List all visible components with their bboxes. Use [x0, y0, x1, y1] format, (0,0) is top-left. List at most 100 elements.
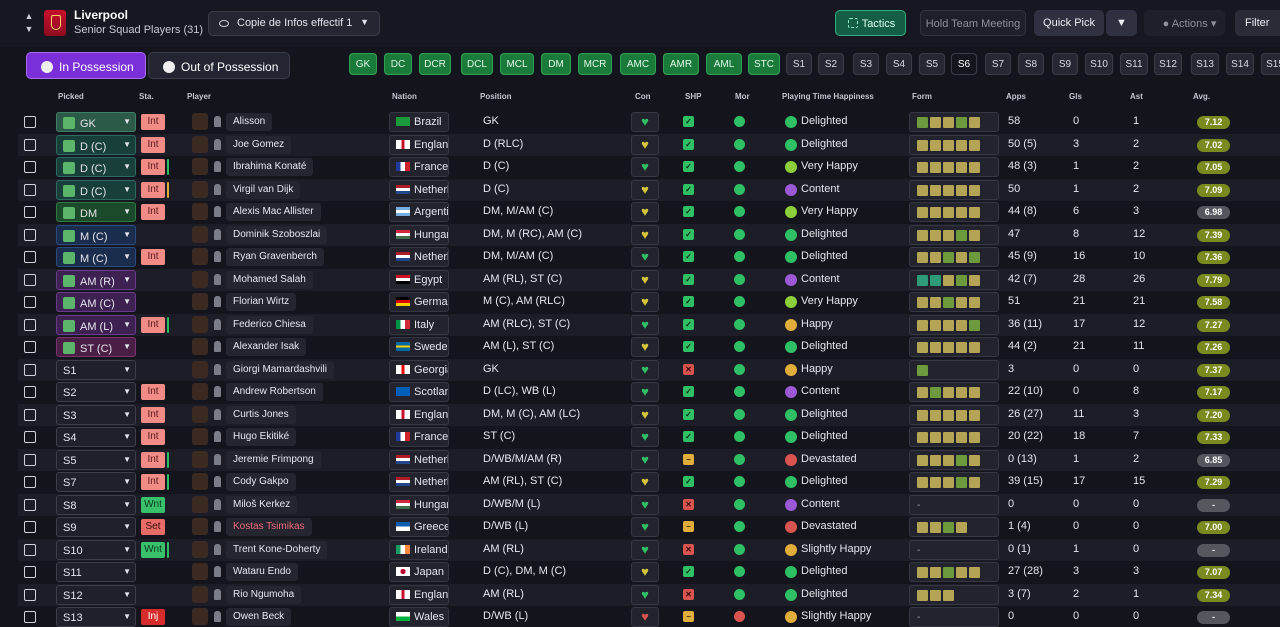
player-name[interactable]: Owen Beck — [226, 608, 292, 626]
table-row[interactable]: S11 ▼ Wataru Endo Japan D (C), DM, M (C) ♥ ✓ De… — [18, 561, 1280, 583]
picked-selector[interactable]: D (C) ▼ — [56, 157, 136, 177]
form-cell[interactable] — [909, 247, 999, 267]
tab-in-possession[interactable]: In Possession — [26, 52, 146, 79]
position-chip-s3[interactable]: S3 — [853, 53, 879, 75]
nation-cell[interactable]: Japan — [389, 562, 449, 582]
form-cell[interactable] — [909, 314, 999, 335]
position-chip-gk[interactable]: GK — [349, 53, 377, 75]
position-chip-s2[interactable]: S2 — [818, 53, 844, 75]
status-badge[interactable]: Int — [141, 136, 165, 153]
condition-heart-icon[interactable]: ♥ — [631, 382, 659, 402]
nation-cell[interactable]: Greece — [389, 517, 449, 537]
select-checkbox[interactable] — [24, 521, 36, 533]
select-checkbox[interactable] — [24, 228, 36, 241]
select-checkbox[interactable] — [24, 386, 36, 398]
select-checkbox[interactable] — [24, 543, 36, 556]
status-badge[interactable]: Int — [141, 181, 165, 198]
hold-team-meeting-button[interactable]: Hold Team Meeting — [920, 10, 1026, 36]
position-chip-dcr[interactable]: DCR — [419, 53, 451, 75]
condition-heart-icon[interactable]: ♥ — [631, 472, 659, 492]
status-badge[interactable]: Int — [141, 249, 165, 265]
form-cell[interactable] — [909, 202, 999, 222]
form-cell[interactable] — [909, 337, 999, 357]
form-cell[interactable] — [909, 179, 999, 200]
condition-heart-icon[interactable]: ♥ — [631, 292, 659, 312]
picked-selector[interactable]: S13 ▼ — [56, 607, 136, 627]
select-checkbox[interactable] — [24, 431, 36, 443]
col-avg[interactable]: Avg. — [1193, 92, 1211, 101]
nation-cell[interactable]: Netherlan… — [389, 449, 449, 470]
player-name[interactable]: Hugo Ekitiké — [226, 428, 297, 446]
nation-cell[interactable]: Italy — [389, 314, 449, 335]
player-name[interactable]: Cody Gakpo — [226, 473, 296, 491]
col-ast[interactable]: Ast — [1130, 92, 1143, 101]
table-row[interactable]: D (C) ▼ Int Ibrahima Konaté France D (C) ♥ ✓ Ver… — [18, 156, 1280, 178]
status-badge[interactable]: Int — [141, 316, 165, 333]
picked-selector[interactable]: S5 ▼ — [56, 449, 136, 470]
col-form[interactable]: Form — [912, 92, 932, 101]
condition-heart-icon[interactable]: ♥ — [631, 112, 659, 132]
position-chip-dcl[interactable]: DCL — [461, 53, 493, 75]
condition-heart-icon[interactable]: ♥ — [631, 517, 659, 537]
tactics-button[interactable]: Tactics — [835, 10, 906, 36]
nation-cell[interactable]: Scotland — [389, 382, 449, 402]
player-name[interactable]: Alexis Mac Allister — [226, 203, 321, 221]
form-cell[interactable] — [909, 292, 999, 312]
status-badge[interactable]: Int — [141, 159, 165, 175]
player-name[interactable]: Alisson — [226, 113, 273, 131]
nation-cell[interactable]: Argentina — [389, 202, 449, 222]
table-row[interactable]: S4 ▼ Int Hugo Ekitiké France ST (C) ♥ ✓ Delighte… — [18, 426, 1280, 448]
picked-selector[interactable]: D (C) ▼ — [56, 134, 136, 155]
select-checkbox[interactable] — [24, 341, 36, 353]
nation-cell[interactable]: Netherlan… — [389, 179, 449, 200]
table-row[interactable]: S3 ▼ Int Curtis Jones England DM, M (C), AM (… — [18, 403, 1280, 426]
picked-selector[interactable]: AM (C) ▼ — [56, 292, 136, 312]
select-checkbox[interactable] — [24, 138, 36, 151]
form-cell[interactable]: - — [909, 539, 999, 560]
table-row[interactable]: S9 ▼ Set Kostas Tsimikas Greece D/WB (L) ♥ − Dev… — [18, 516, 1280, 538]
condition-heart-icon[interactable]: ♥ — [631, 202, 659, 222]
position-chip-s15[interactable]: S15 — [1261, 53, 1280, 75]
select-checkbox[interactable] — [24, 273, 36, 286]
position-chip-amr[interactable]: AMR — [663, 53, 699, 75]
player-name[interactable]: Alexander Isak — [226, 338, 307, 356]
position-chip-s11[interactable]: S11 — [1120, 53, 1148, 75]
table-row[interactable]: S12 ▼ Rio Ngumoha England AM (RL) ♥ ✕ Delighted… — [18, 583, 1280, 606]
condition-heart-icon[interactable]: ♥ — [631, 157, 659, 177]
picked-selector[interactable]: D (C) ▼ — [56, 179, 136, 200]
select-checkbox[interactable] — [24, 476, 36, 488]
player-name[interactable]: Kostas Tsimikas — [226, 518, 312, 536]
status-badge[interactable]: Int — [141, 114, 165, 130]
player-name[interactable]: Virgil van Dijk — [226, 180, 301, 199]
status-badge[interactable]: Int — [141, 474, 165, 490]
picked-selector[interactable]: S2 ▼ — [56, 382, 136, 402]
player-name[interactable]: Giorgi Mamardashvili — [226, 360, 334, 379]
form-cell[interactable] — [909, 584, 999, 605]
view-selector[interactable]: Copie de Infos effectif 1 ▼ — [208, 11, 380, 36]
select-checkbox[interactable] — [24, 453, 36, 466]
table-row[interactable]: D (C) ▼ Int Virgil van Dijk Netherlan… D (C) ♥… — [18, 178, 1280, 201]
col-player[interactable]: Player — [187, 92, 212, 101]
condition-heart-icon[interactable]: ♥ — [631, 427, 659, 447]
position-chip-s10[interactable]: S10 — [1085, 53, 1113, 75]
quick-pick-button[interactable]: Quick Pick — [1034, 10, 1104, 36]
form-cell[interactable] — [909, 404, 999, 425]
picked-selector[interactable]: M (C) ▼ — [56, 224, 136, 245]
table-row[interactable]: DM ▼ Int Alexis Mac Allister Argentina DM, M/… — [18, 201, 1280, 223]
position-chip-stc[interactable]: STC — [748, 53, 780, 75]
picked-selector[interactable]: S7 ▼ — [56, 472, 136, 492]
select-checkbox[interactable] — [24, 251, 36, 263]
position-chip-s13[interactable]: S13 — [1191, 53, 1219, 75]
select-checkbox[interactable] — [24, 408, 36, 421]
form-cell[interactable]: - — [909, 607, 999, 627]
form-cell[interactable] — [909, 157, 999, 177]
select-checkbox[interactable] — [24, 161, 36, 173]
picked-selector[interactable]: GK ▼ — [56, 112, 136, 132]
table-row[interactable]: D (C) ▼ Int Joe Gomez England D (RLC) ♥ ✓ Deligh… — [18, 133, 1280, 156]
table-row[interactable]: ST (C) ▼ Alexander Isak Sweden AM (L), ST (C… — [18, 336, 1280, 358]
table-row[interactable]: GK ▼ Int Alisson Brazil GK ♥ ✓ Delighted 58 0 1 7.12 — [18, 111, 1280, 133]
picked-selector[interactable]: S1 ▼ — [56, 359, 136, 380]
condition-heart-icon[interactable]: ♥ — [631, 449, 659, 470]
picked-selector[interactable]: S4 ▼ — [56, 427, 136, 447]
select-checkbox[interactable] — [24, 498, 36, 511]
